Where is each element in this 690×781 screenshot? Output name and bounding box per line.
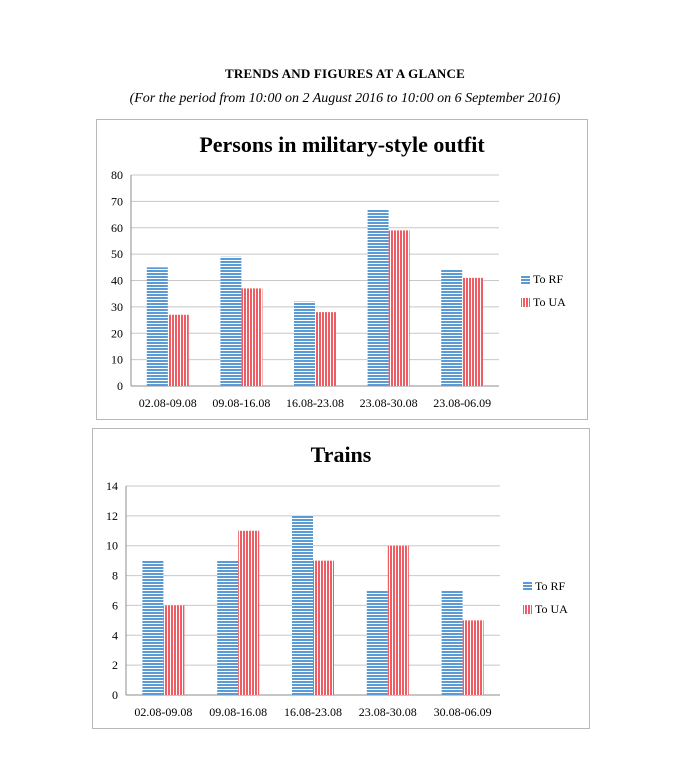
y-tick-label: 40	[111, 274, 123, 288]
bar-to-rf	[367, 209, 389, 386]
y-tick-label: 70	[111, 194, 123, 208]
x-tick-label: 30.08-06.09	[434, 705, 492, 719]
bar-to-rf	[366, 590, 388, 695]
y-tick-label: 14	[106, 479, 118, 493]
chart-title: Persons in military-style outfit	[199, 132, 485, 157]
y-tick-label: 8	[112, 569, 118, 583]
bar-to-ua	[462, 620, 484, 695]
x-tick-label: 16.08-23.08	[284, 705, 342, 719]
bar-to-rf	[142, 560, 164, 695]
bar-to-ua	[313, 560, 334, 695]
x-tick-label: 16.08-23.08	[286, 396, 344, 410]
x-tick-label: 23.08-30.08	[360, 396, 418, 410]
bar-to-ua	[238, 530, 260, 695]
bar-to-ua	[315, 312, 336, 386]
page-title: TRENDS AND FIGURES AT A GLANCE	[225, 66, 465, 81]
legend-swatch-to-ua	[521, 298, 530, 307]
bar-to-rf	[441, 590, 463, 695]
y-tick-label: 10	[111, 353, 123, 367]
y-tick-label: 12	[106, 509, 118, 523]
y-tick-label: 30	[111, 300, 123, 314]
bar-to-rf	[220, 256, 242, 386]
bar-to-ua	[163, 605, 185, 695]
x-tick-label: 23.08-06.09	[433, 396, 491, 410]
x-tick-label: 09.08-16.08	[209, 705, 267, 719]
bar-to-ua	[167, 314, 189, 386]
x-tick-label: 02.08-09.08	[134, 705, 192, 719]
trains-chart: Trains 0 2 4 6 8 10 12 14 02.08-09.08 09.08-16.08 1…	[92, 428, 590, 729]
bar-to-ua	[462, 277, 484, 386]
x-tick-label: 09.08-16.08	[212, 396, 270, 410]
legend-swatch-to-ua	[523, 605, 532, 614]
y-tick-label: 0	[112, 688, 118, 702]
chart-title: Trains	[311, 442, 372, 467]
y-tick-label: 20	[111, 326, 123, 340]
y-tick-label: 0	[117, 379, 123, 393]
page-subtitle: (For the period from 10:00 on 2 August 2…	[129, 91, 561, 106]
legend-label: To RF	[535, 579, 565, 593]
military-outfit-chart-svg: Persons in military-style outfit 0 10 20 30 4…	[111, 132, 566, 410]
trains-chart-svg: Trains 0 2 4 6 8 10 12 14 02.08-09.08 09.08-16.08 1…	[106, 442, 568, 719]
bar-to-rf	[441, 269, 463, 386]
y-tick-label: 60	[111, 221, 123, 235]
legend-swatch-to-rf	[521, 275, 530, 284]
legend-swatch-to-rf	[523, 582, 532, 591]
y-tick-label: 6	[112, 598, 118, 612]
bar-to-rf	[292, 515, 313, 695]
y-tick-label: 10	[106, 539, 118, 553]
x-tick-label: 02.08-09.08	[139, 396, 197, 410]
y-tick-label: 2	[112, 658, 118, 672]
bar-to-ua	[387, 545, 409, 695]
y-tick-label: 4	[112, 628, 118, 642]
bar-to-rf	[217, 560, 239, 695]
legend-label: To RF	[533, 272, 563, 286]
bar-to-ua	[388, 230, 410, 386]
bar-to-rf	[146, 267, 168, 386]
y-tick-label: 80	[111, 168, 123, 182]
y-tick-label: 50	[111, 247, 123, 261]
legend-label: To UA	[533, 295, 566, 309]
military-outfit-chart: Persons in military-style outfit 0 10 20 30 4…	[96, 119, 588, 420]
bar-to-ua	[241, 288, 263, 386]
bar-to-rf	[294, 301, 315, 386]
legend-label: To UA	[535, 602, 568, 616]
x-tick-label: 23.08-30.08	[359, 705, 417, 719]
